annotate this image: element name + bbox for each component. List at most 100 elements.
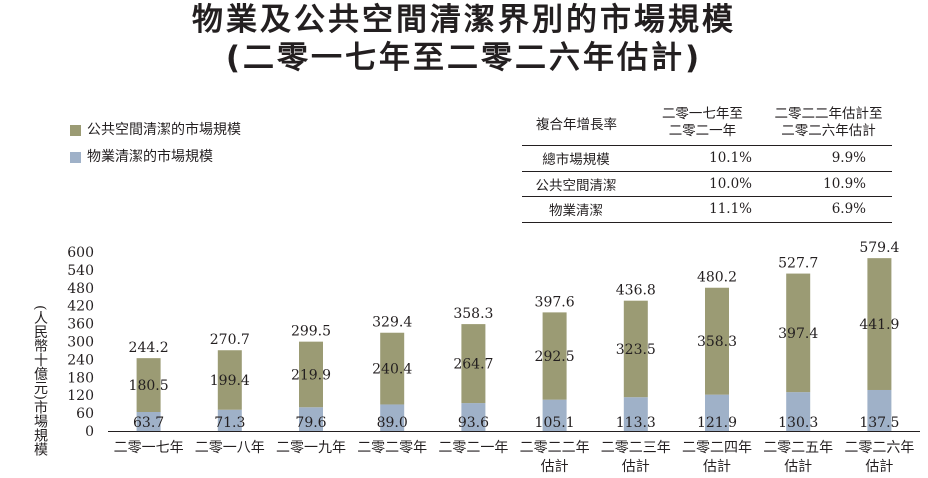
cagr-header-period-2-line-1: 二零二二年估計至 bbox=[774, 106, 883, 122]
y-tick-label: 120 bbox=[67, 388, 94, 404]
data-label-public-space: 358.3 bbox=[697, 334, 737, 350]
data-label-property: 93.6 bbox=[458, 415, 489, 431]
data-label-property: 137.5 bbox=[859, 415, 899, 431]
data-label-public-space: 397.4 bbox=[778, 326, 818, 342]
data-label-public-space: 441.9 bbox=[859, 317, 899, 333]
x-tick-label: 估計 bbox=[703, 459, 731, 475]
y-axis-label-line-1: 市場規模 bbox=[32, 399, 48, 456]
y-axis-label-line-2: (人民幣十億元) bbox=[32, 305, 48, 400]
data-label-total: 270.7 bbox=[210, 332, 250, 348]
bar-public-space bbox=[299, 341, 323, 408]
data-label-public-space: 219.9 bbox=[291, 367, 331, 383]
bar-public-space bbox=[705, 287, 729, 395]
data-label-property: 121.9 bbox=[697, 415, 737, 431]
data-label-property: 130.3 bbox=[778, 415, 818, 431]
data-label-total: 244.2 bbox=[129, 340, 169, 356]
cagr-value-period-2: 6.9% bbox=[831, 201, 866, 218]
bar-public-space bbox=[136, 358, 161, 412]
data-label-public-space: 292.5 bbox=[535, 349, 575, 365]
cagr-header-period-1-line-1: 二零一七年至 bbox=[661, 106, 743, 122]
y-tick-label: 0 bbox=[85, 424, 94, 440]
y-tick-label: 540 bbox=[67, 263, 94, 279]
legend-swatch-property bbox=[70, 151, 81, 163]
data-label-public-space: 323.5 bbox=[616, 342, 656, 358]
bar-property bbox=[786, 392, 811, 431]
y-tick-label: 240 bbox=[67, 352, 94, 368]
cagr-row-label: 物業清潔 bbox=[549, 203, 603, 220]
cagr-row-public-space: 公共空間清潔 10.0% 10.9% bbox=[522, 172, 892, 197]
cagr-header-period-1-line-2: 二零二一年 bbox=[668, 123, 737, 139]
data-label-property: 89.0 bbox=[377, 415, 408, 431]
cagr-header-period-1: 二零一七年至 二零二一年 bbox=[640, 106, 765, 140]
data-label-property: 63.7 bbox=[133, 415, 164, 431]
legend-item-public-space: 公共空間清潔的市場規模 bbox=[70, 121, 241, 139]
y-axis-label: (人民幣十億元) 市場規模 bbox=[8, 305, 48, 456]
data-label-total: 397.6 bbox=[535, 294, 575, 310]
data-label-property: 79.6 bbox=[295, 415, 326, 431]
bar-property bbox=[380, 404, 405, 431]
legend-label-property: 物業清潔的市場規模 bbox=[87, 149, 213, 165]
y-tick-label: 360 bbox=[67, 317, 94, 333]
data-label-total: 329.4 bbox=[372, 315, 412, 331]
cagr-row-label: 公共空間清潔 bbox=[535, 177, 617, 194]
bar-property bbox=[542, 399, 567, 431]
bar-property bbox=[461, 403, 486, 431]
bar-public-space bbox=[786, 273, 811, 393]
data-label-total: 480.2 bbox=[697, 270, 737, 286]
x-tick-label: 二零二五年 bbox=[763, 440, 833, 456]
bar-public-space bbox=[542, 312, 567, 400]
y-tick-label: 180 bbox=[67, 370, 94, 386]
x-tick-label: 二零一八年 bbox=[195, 440, 265, 456]
data-label-total: 527.7 bbox=[778, 256, 818, 272]
x-tick-label: 二零一九年 bbox=[276, 440, 346, 456]
legend-label-public-space: 公共空間清潔的市場規模 bbox=[87, 122, 241, 138]
x-tick-label: 二零二零年 bbox=[357, 440, 427, 456]
bar-property bbox=[299, 407, 323, 431]
cagr-header-period-2: 二零二二年估計至 二零二六年估計 bbox=[765, 106, 892, 140]
data-label-public-space: 199.4 bbox=[210, 373, 250, 389]
cagr-value-period-1: 10.1% bbox=[709, 150, 752, 167]
bar-public-space bbox=[461, 324, 486, 404]
cagr-row-label: 總市場規模 bbox=[542, 152, 610, 169]
cagr-value-period-1: 11.1% bbox=[709, 201, 752, 218]
cagr-value-period-1: 10.0% bbox=[709, 175, 752, 192]
data-label-public-space: 240.4 bbox=[372, 362, 412, 378]
legend-item-property: 物業清潔的市場規模 bbox=[70, 148, 213, 166]
bar-public-space bbox=[217, 350, 242, 410]
x-tick-label: 二零二四年 bbox=[682, 440, 752, 456]
data-label-public-space: 180.5 bbox=[129, 378, 169, 394]
bar-property bbox=[705, 394, 729, 431]
cagr-header-row: 複合年增長率 二零一七年至 二零二一年 二零二二年估計至 二零二六年估計 bbox=[522, 101, 892, 146]
y-tick-label: 420 bbox=[67, 299, 94, 315]
data-label-property: 105.1 bbox=[535, 415, 575, 431]
data-label-total: 436.8 bbox=[616, 283, 656, 299]
data-label-property: 113.3 bbox=[616, 415, 656, 431]
y-tick-label: 60 bbox=[76, 406, 94, 422]
y-tick-label: 600 bbox=[67, 245, 94, 261]
x-tick-label: 估計 bbox=[622, 459, 650, 475]
y-tick-label: 480 bbox=[67, 281, 94, 297]
x-tick-label: 二零二二年 bbox=[520, 440, 590, 456]
cagr-table: 複合年增長率 二零一七年至 二零二一年 二零二二年估計至 二零二六年估計 總市場… bbox=[522, 101, 892, 223]
cagr-row-total: 總市場規模 10.1% 9.9% bbox=[522, 146, 892, 172]
x-tick-label: 二零二一年 bbox=[438, 440, 508, 456]
bar-public-space bbox=[867, 258, 892, 390]
x-tick-label: 二零一七年 bbox=[114, 440, 184, 456]
bar-property bbox=[217, 409, 242, 431]
data-label-total: 299.5 bbox=[291, 324, 331, 340]
data-label-total: 358.3 bbox=[453, 306, 493, 322]
bar-property bbox=[623, 397, 648, 431]
legend-swatch-public-space bbox=[70, 124, 81, 136]
y-tick-label: 300 bbox=[67, 335, 94, 351]
cagr-value-period-2: 10.9% bbox=[823, 175, 866, 192]
x-tick-label: 二零二三年 bbox=[601, 440, 671, 456]
chart-title: 物業及公共空間清潔界別的市場規模 bbox=[192, 2, 736, 38]
bar-public-space bbox=[380, 332, 405, 405]
bar-property bbox=[867, 389, 892, 431]
cagr-value-period-2: 9.9% bbox=[831, 150, 866, 167]
data-label-property: 71.3 bbox=[214, 415, 245, 431]
chart-subtitle: (二零一七年至二零二六年估計) bbox=[225, 40, 703, 76]
cagr-header-label: 複合年增長率 bbox=[536, 117, 617, 133]
cagr-header-period-2-line-2: 二零二六年估計 bbox=[781, 123, 876, 139]
